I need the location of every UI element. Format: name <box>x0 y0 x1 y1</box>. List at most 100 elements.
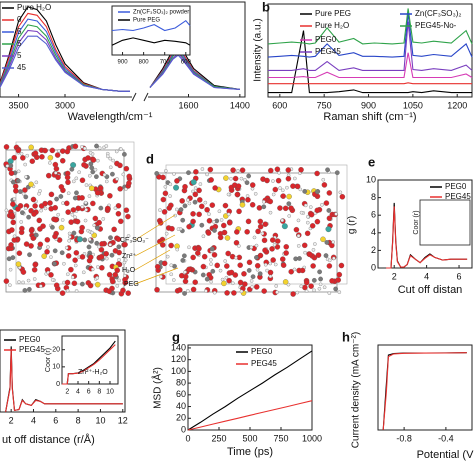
atom <box>15 147 22 154</box>
atom <box>19 220 23 224</box>
atom <box>292 267 297 272</box>
atom <box>274 238 281 244</box>
atom <box>21 192 26 196</box>
atom <box>123 165 130 172</box>
atom <box>192 199 198 205</box>
atom <box>79 195 85 201</box>
atom <box>272 186 279 193</box>
atom <box>338 262 345 269</box>
atom <box>88 237 92 242</box>
atom <box>50 224 55 230</box>
atom <box>264 177 270 184</box>
atom <box>98 253 105 260</box>
atom <box>326 190 333 196</box>
y-tick-label: 0 <box>181 424 186 434</box>
atom <box>74 218 81 225</box>
legend-label: 5 <box>17 51 22 60</box>
atom <box>225 250 231 257</box>
y-axis-label: Intensity (a.u.) <box>253 18 264 81</box>
x-axis-label: Wavelength/cm⁻¹ <box>68 111 153 123</box>
atom <box>302 189 308 194</box>
atom <box>226 192 231 197</box>
annotation: Zn²⁺-H₂O <box>78 369 108 376</box>
atom <box>25 153 29 158</box>
atom <box>280 218 285 223</box>
atom <box>172 172 176 176</box>
atom <box>239 176 244 181</box>
atom <box>325 167 330 173</box>
atom <box>68 235 72 239</box>
atom <box>3 144 10 150</box>
atom <box>75 205 81 212</box>
atom <box>237 262 243 268</box>
atom <box>122 152 127 157</box>
x-tick-label: 750 <box>273 434 288 444</box>
atom <box>158 208 162 212</box>
atom <box>336 271 343 278</box>
panel-label: g <box>172 329 180 344</box>
atom <box>282 205 289 212</box>
x-tick-label: 3500 <box>9 101 29 111</box>
atom <box>186 266 192 273</box>
atom <box>64 174 71 181</box>
atom <box>41 253 47 259</box>
atom <box>190 218 196 225</box>
x-tick-label: 900 <box>118 59 129 65</box>
atom <box>52 216 59 223</box>
data-line <box>111 19 191 32</box>
atom <box>115 284 120 288</box>
atom <box>204 289 208 293</box>
atom <box>113 206 118 210</box>
atom <box>169 263 174 267</box>
atom <box>296 244 301 248</box>
atom <box>115 211 122 217</box>
atom <box>73 250 80 256</box>
atom <box>183 270 187 274</box>
atom <box>23 194 29 200</box>
x-tick-label: 250 <box>211 434 226 444</box>
atom <box>262 200 266 204</box>
atom <box>270 257 276 263</box>
atom <box>296 234 301 238</box>
atom <box>52 233 58 240</box>
atom <box>58 184 65 190</box>
atom <box>39 154 45 160</box>
atom <box>304 230 311 237</box>
y-tick-label: 20 <box>176 413 186 423</box>
legend-label: Zn(CF₃SO₃)₂ <box>415 9 462 18</box>
atom <box>212 185 218 191</box>
atom <box>249 279 254 283</box>
atom <box>199 203 205 210</box>
atom <box>36 217 43 224</box>
data-line <box>111 37 191 46</box>
atom <box>118 218 124 225</box>
atom <box>81 162 87 168</box>
atom <box>97 146 102 150</box>
atom <box>255 267 260 272</box>
atom <box>268 167 274 174</box>
atom <box>262 221 269 227</box>
atom <box>230 167 236 173</box>
atom <box>334 212 338 216</box>
atom <box>52 248 58 254</box>
atom <box>212 220 216 224</box>
atom <box>117 278 121 283</box>
atom <box>308 211 315 218</box>
atom <box>304 289 309 293</box>
atom <box>193 186 198 190</box>
atom <box>56 212 60 217</box>
plot-frame <box>377 344 473 431</box>
atom <box>314 218 321 225</box>
plot-frame <box>267 3 473 98</box>
atom <box>257 252 264 259</box>
atom <box>303 279 310 286</box>
atom <box>217 209 222 213</box>
atom <box>52 261 57 267</box>
x-tick-label: 1600 <box>178 101 198 111</box>
atom <box>26 278 31 283</box>
atom <box>30 235 37 241</box>
atom <box>249 202 256 208</box>
atom <box>22 288 28 293</box>
atom <box>111 158 115 163</box>
atom <box>117 186 123 192</box>
